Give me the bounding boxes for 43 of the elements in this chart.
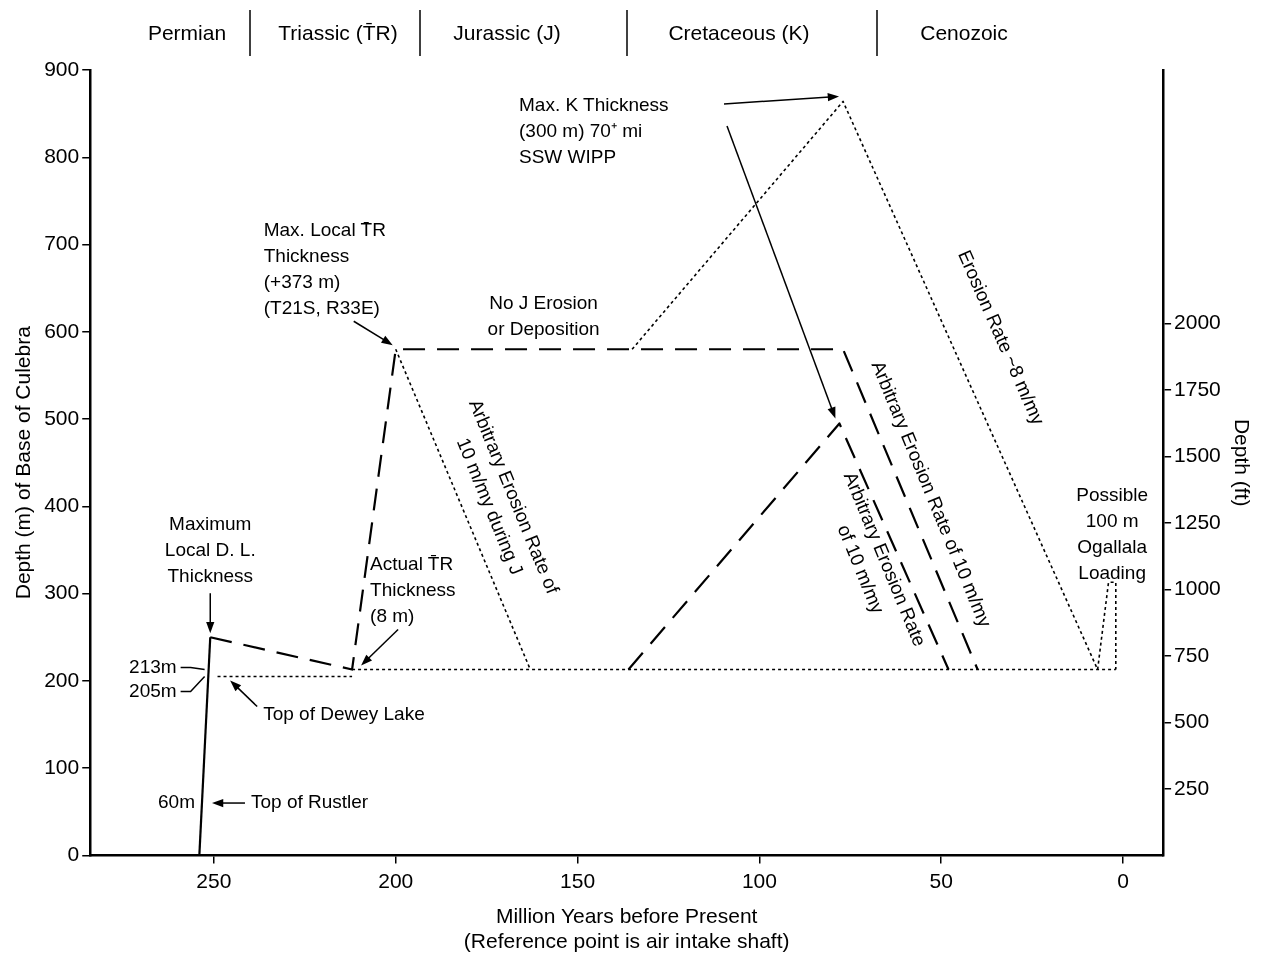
y2-tick-label: 2000 xyxy=(1174,310,1221,334)
x-tick-label: 0 xyxy=(1117,868,1129,892)
annotation: No J Erosion or Deposition xyxy=(487,292,600,340)
x-tick-label: 50 xyxy=(929,868,953,892)
text: Cenozoic xyxy=(920,20,1008,44)
x-tick-label: 250 xyxy=(196,868,232,892)
y2-tick-label: 750 xyxy=(1174,642,1210,666)
y-tick-label: 0 xyxy=(67,842,80,866)
annotation: 213m xyxy=(129,655,177,677)
y2-tick-label: 1750 xyxy=(1174,376,1221,400)
y2-tick-label: 1000 xyxy=(1174,576,1221,600)
y-tick-label: 100 xyxy=(44,754,80,778)
x-tick-label: 100 xyxy=(741,868,777,892)
y-tick-label: 400 xyxy=(44,493,80,517)
annotation: 205m xyxy=(129,679,177,701)
text: Cretaceous (K) xyxy=(668,20,810,44)
annotation: Max. K Thickness (300 m) 70⁺ mi SSW WIPP xyxy=(519,94,669,168)
annotation: Maximum Local D. L. Thickness xyxy=(164,513,256,587)
y-tick-label: 200 xyxy=(44,667,80,691)
y2-tick-label: 250 xyxy=(1174,775,1210,799)
x-tick-label: 150 xyxy=(560,868,596,892)
y-tick-label: 500 xyxy=(44,405,80,429)
annotation: Max. Local T̄R Thickness (+373 m) (T21S, R33E) xyxy=(263,219,386,319)
x-tick-label: 200 xyxy=(378,868,414,892)
y-tick-label: 300 xyxy=(44,580,80,604)
annotation: Actual T̄R Thickness (8 m) xyxy=(370,552,456,626)
y2-tick-label: 1500 xyxy=(1174,443,1221,467)
text: Triassic (T̄R) xyxy=(278,20,398,44)
y2-tick-label: 500 xyxy=(1174,709,1210,733)
text: Jurassic (J) xyxy=(453,20,561,44)
y-tick-label: 600 xyxy=(44,318,80,342)
y-tick-label: 700 xyxy=(44,231,80,255)
annotation: Top of Dewey Lake xyxy=(263,702,425,724)
text: Permian xyxy=(147,20,227,44)
y-axis-title: Depth (m) of Base of Culebra xyxy=(11,325,35,600)
y-tick-label: 900 xyxy=(44,56,80,80)
y2-tick-label: 1250 xyxy=(1174,509,1221,533)
y2-axis-title: Depth (ft) xyxy=(1230,418,1254,507)
annotation: Possible 100 m Ogallala Loading xyxy=(1076,484,1149,584)
annotation: 60m xyxy=(158,791,195,813)
y-tick-label: 800 xyxy=(44,144,80,168)
x-axis-title: Million Years before Present (Reference point is air intake shaft) xyxy=(463,904,790,953)
annotation: Top of Rustler xyxy=(250,791,369,813)
